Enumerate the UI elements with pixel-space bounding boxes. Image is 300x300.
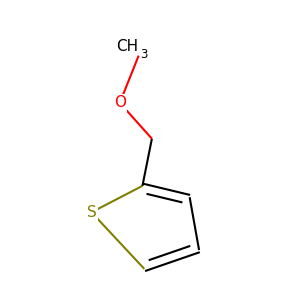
Text: S: S (87, 205, 96, 220)
Text: O: O (114, 95, 126, 110)
Text: CH: CH (117, 39, 139, 54)
Text: 3: 3 (141, 48, 148, 61)
